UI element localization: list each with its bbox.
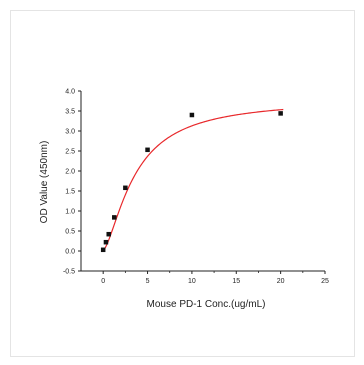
data-point <box>123 185 128 191</box>
data-point <box>106 231 111 237</box>
x-tick-label: 0 <box>101 278 105 285</box>
x-axis-title: Mouse PD-1 Conc.(ug/mL) <box>147 299 266 310</box>
data-point <box>278 111 283 116</box>
data-point <box>112 215 117 220</box>
x-tick-label: 15 <box>232 278 240 285</box>
data-point <box>189 112 195 118</box>
x-tick-label: 5 <box>146 278 150 285</box>
y-tick-label: 2.0 <box>65 169 75 176</box>
y-tick-label: 4.0 <box>65 89 75 96</box>
data-point <box>145 147 150 153</box>
data-point <box>100 247 106 253</box>
y-tick-label: 3.0 <box>65 129 75 136</box>
y-tick-label: -0.5 <box>63 269 75 276</box>
y-tick-label: 1.5 <box>65 189 75 196</box>
y-axis-title: OD Value (450nm) <box>39 141 50 224</box>
y-tick-label: 0.5 <box>65 229 75 236</box>
axes <box>80 91 325 272</box>
data-point <box>103 239 109 245</box>
chart-frame <box>10 10 355 357</box>
data-points-layer <box>100 111 283 253</box>
y-tick-label: 1.0 <box>65 209 75 216</box>
ticks-layer: 0 5 10 15 20 25 -0.5 0.0 0.5 1.0 1.5 2.0 2.5 3.0 3.5 4.… <box>63 89 329 286</box>
fit-curve-layer <box>102 108 284 251</box>
y-tick-label: 0.0 <box>65 249 75 256</box>
x-tick-label: 20 <box>277 278 285 285</box>
y-tick-label: 3.5 <box>65 109 75 116</box>
fit-curve <box>102 108 284 251</box>
x-tick-label: 25 <box>321 278 329 285</box>
x-tick-label: 10 <box>188 278 196 285</box>
y-tick-label: 2.5 <box>65 149 75 156</box>
